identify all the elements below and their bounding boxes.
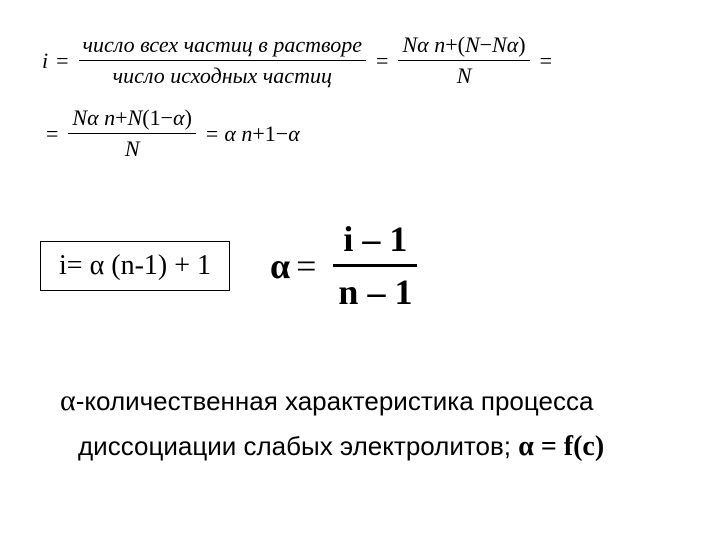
frac3-den: N (121, 134, 144, 164)
alpha-frac-den: n – 1 (328, 267, 422, 317)
explain-text-1: количественная характеристика процесса (84, 386, 593, 416)
explain-text-2: диссоциации слабых электролитов; (78, 431, 518, 461)
equals-sign: = (206, 121, 218, 147)
boxed-formula: i= α (n-1) + 1 (40, 241, 230, 291)
rhs-simplified: α n+1−α (224, 121, 299, 147)
equals-sign: = (540, 48, 552, 74)
frac3-num: Nα n+N(1−α) (68, 103, 195, 134)
equals-sign: = (56, 48, 68, 74)
frac-den-text: число исходных частиц (109, 61, 336, 91)
alpha-fraction: i – 1 n – 1 (328, 214, 422, 317)
frac2-den: N (453, 61, 476, 91)
equation-line-2: = Nα n+N(1−α) N = α n+1−α (40, 103, 680, 164)
equals-sign: = (376, 48, 388, 74)
alpha-function: α = f(c) (518, 431, 604, 462)
explanation-text: α-количественная характеристика процесса… (40, 377, 680, 470)
frac2-num: Nα n+(N−Nα) (398, 30, 529, 61)
fraction-2: Nα n+(N−Nα) N (398, 30, 529, 91)
fraction-text: число всех частиц в растворе число исход… (79, 30, 366, 91)
equals-sign: = (46, 121, 58, 147)
alpha-symbol: α (60, 384, 76, 417)
explain-line-1: α-количественная характеристика процесса (60, 377, 680, 425)
alpha-frac-num: i – 1 (333, 214, 417, 267)
middle-row: i= α (n-1) + 1 α = i – 1 n – 1 (40, 214, 680, 317)
equation-line-1: i = число всех частиц в растворе число и… (40, 30, 680, 91)
boxed-text: i= α (n-1) + 1 (59, 250, 211, 281)
fraction-3: Nα n+N(1−α) N (68, 103, 195, 164)
explain-line-2: диссоциации слабых электролитов; α = f(c… (60, 425, 680, 470)
equals-sign: = (296, 245, 316, 287)
var-i: i (42, 48, 48, 74)
alpha-symbol: α (270, 245, 290, 287)
frac-num-text: число всех частиц в растворе (79, 30, 366, 61)
alpha-equation: α = i – 1 n – 1 (270, 214, 426, 317)
